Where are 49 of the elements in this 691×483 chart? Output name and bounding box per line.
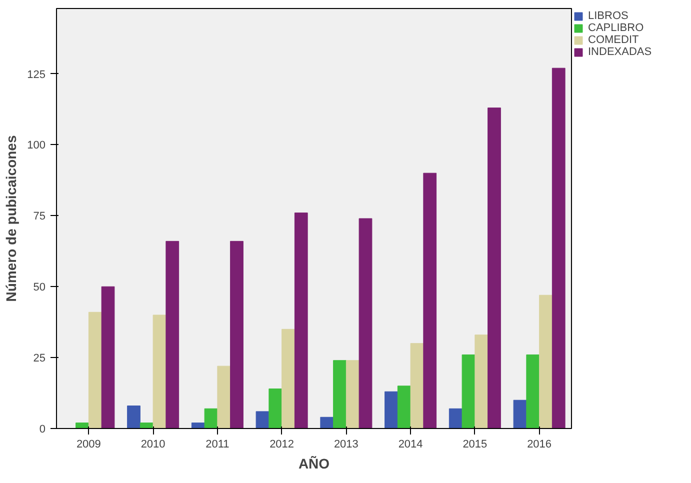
bar — [397, 386, 411, 428]
legend-label: COMEDIT — [588, 34, 639, 46]
x-axis-title: AÑO — [298, 456, 330, 472]
bar — [217, 366, 231, 428]
bar — [230, 240, 244, 428]
bar — [204, 408, 218, 428]
x-tick-label: 2012 — [270, 438, 294, 450]
bar — [294, 212, 308, 428]
bar — [358, 218, 372, 428]
bar — [488, 108, 501, 428]
x-tick-label: 2011 — [206, 438, 230, 450]
bar — [513, 400, 527, 428]
y-tick-label: 75 — [33, 210, 46, 223]
bar — [539, 294, 552, 428]
bar — [101, 286, 115, 428]
bar — [410, 343, 424, 428]
bar — [166, 240, 180, 428]
x-tick-label: 2014 — [398, 438, 423, 450]
y-tick-label: 0 — [39, 424, 46, 436]
y-axis-title: Número de pubicaicones — [3, 135, 20, 302]
bar — [526, 354, 540, 428]
bar — [152, 314, 166, 428]
bar — [552, 68, 566, 428]
y-tick-label: 125 — [27, 68, 46, 81]
bar — [346, 360, 360, 428]
bar — [268, 388, 282, 428]
x-tick-label: 2016 — [527, 438, 552, 450]
bar — [384, 391, 398, 428]
y-tick-label: 100 — [27, 140, 46, 152]
x-tick-label: 2015 — [462, 438, 488, 450]
legend-label: CAPLIBRO — [588, 22, 644, 34]
legend-label: INDEXADAS — [588, 46, 652, 58]
y-tick-label: 50 — [33, 282, 46, 294]
x-tick-label: 2010 — [140, 438, 166, 450]
bar — [448, 408, 462, 428]
bar — [88, 312, 102, 428]
x-tick-label: 2013 — [334, 438, 358, 450]
x-tick-label: 2009 — [76, 438, 101, 450]
bar — [76, 422, 89, 428]
bar — [423, 172, 437, 428]
bar — [462, 354, 476, 428]
legend-label: LIBROS — [588, 10, 628, 22]
bar — [320, 416, 334, 428]
bar — [333, 360, 346, 428]
bar — [474, 334, 488, 428]
y-tick-label: 25 — [33, 352, 46, 365]
bar — [256, 411, 270, 428]
bar — [127, 406, 140, 428]
bar — [282, 328, 295, 428]
